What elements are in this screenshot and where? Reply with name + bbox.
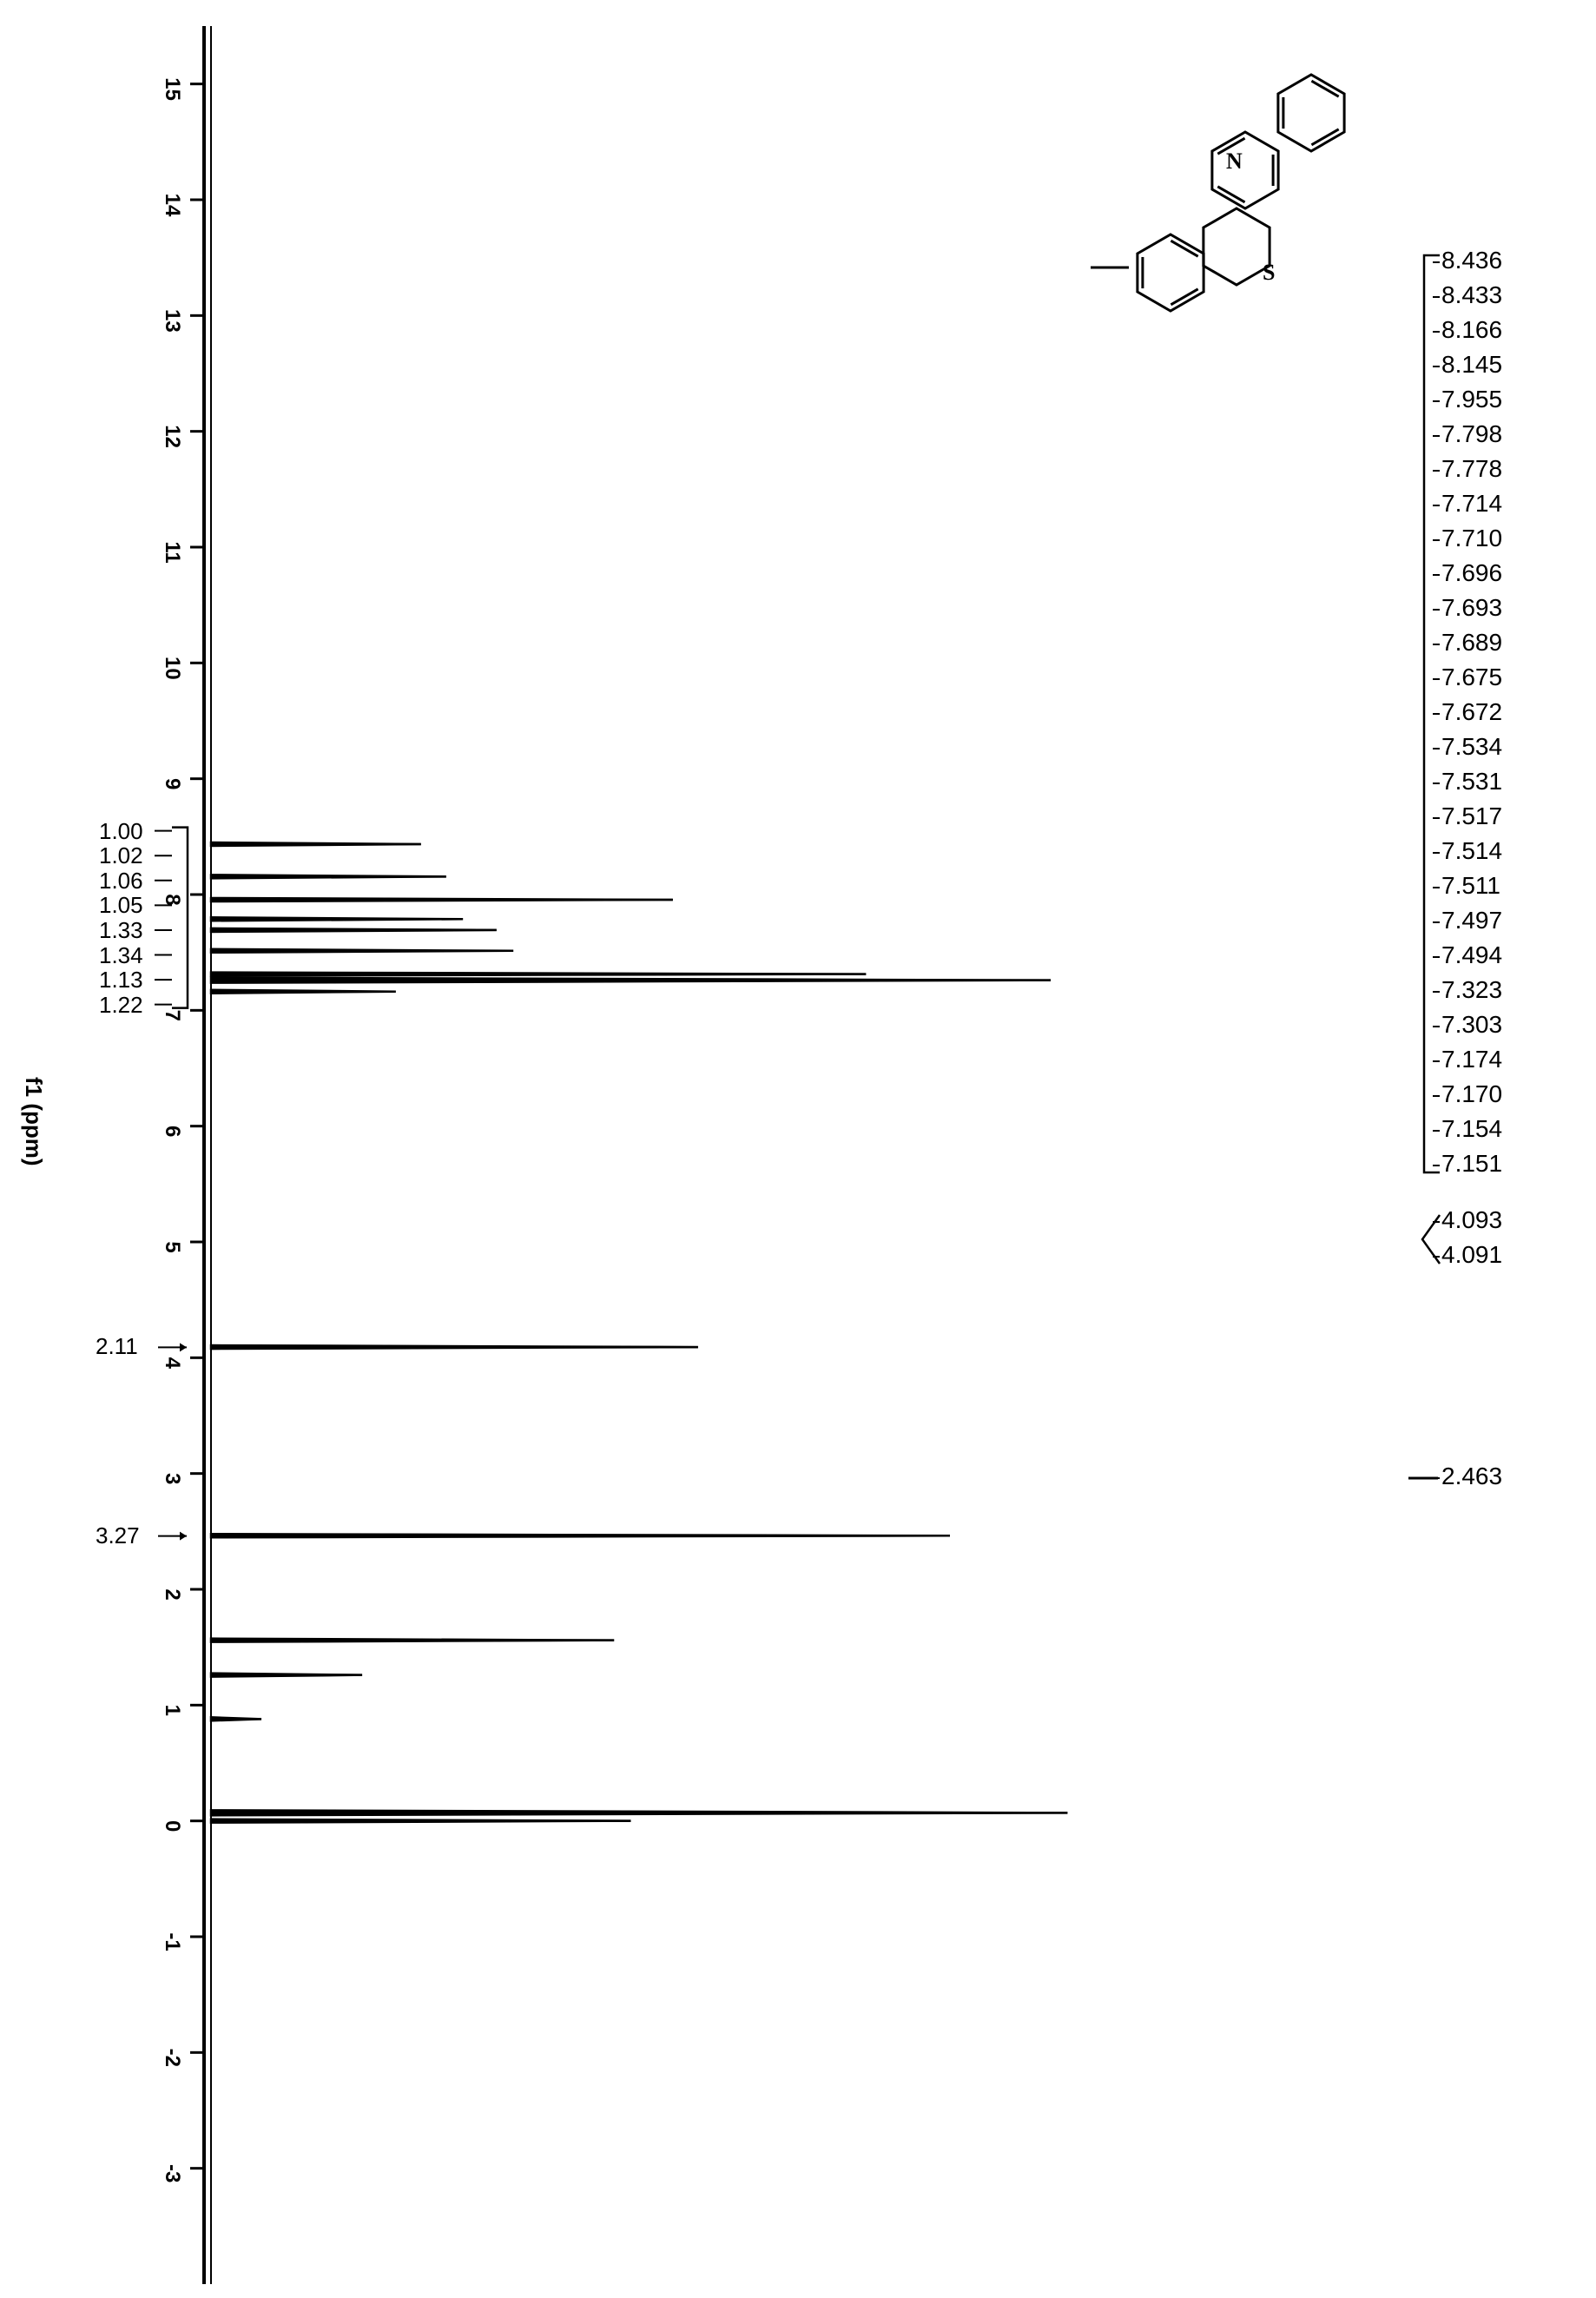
svg-text:13: 13 xyxy=(161,309,184,333)
molecule-structure: NS xyxy=(1091,75,1344,311)
svg-text:5: 5 xyxy=(161,1241,184,1252)
peak-ppm-value: 7.955 xyxy=(1441,386,1502,413)
svg-text:-2: -2 xyxy=(161,2049,184,2067)
svg-text:3: 3 xyxy=(161,1473,184,1484)
integral-value: 1.05 xyxy=(99,892,143,919)
peak-ppm-value: 7.170 xyxy=(1441,1080,1502,1108)
integral-value: 1.06 xyxy=(99,868,143,895)
peak-ppm-value: 7.514 xyxy=(1441,837,1502,865)
peak-ppm-value: 8.166 xyxy=(1441,316,1502,344)
spectrum-canvas: 1514131211109876543210-1-2-3NS xyxy=(0,0,1596,2298)
svg-text:-3: -3 xyxy=(161,2164,184,2182)
integral-value: 1.13 xyxy=(99,967,143,994)
peak-ppm-value: 8.145 xyxy=(1441,351,1502,379)
svg-text:1: 1 xyxy=(161,1705,184,1716)
peak-ppm-value: 7.517 xyxy=(1441,802,1502,830)
svg-text:-1: -1 xyxy=(161,1932,184,1951)
peak-ppm-value: 7.672 xyxy=(1441,698,1502,726)
peak-ppm-value: 7.497 xyxy=(1441,907,1502,934)
integral-value: 1.33 xyxy=(99,917,143,944)
peak-ppm-value: 7.151 xyxy=(1441,1150,1502,1178)
svg-text:N: N xyxy=(1226,149,1243,174)
svg-text:6: 6 xyxy=(161,1126,184,1137)
integral-value: 1.34 xyxy=(99,942,143,969)
svg-text:8: 8 xyxy=(161,894,184,905)
peak-ppm-value: 4.093 xyxy=(1441,1206,1502,1234)
nmr-spectrum-page: f1 (ppm) 1514131211109876543210-1-2-3NS … xyxy=(0,0,1596,2298)
peak-ppm-value: 7.154 xyxy=(1441,1115,1502,1143)
svg-text:S: S xyxy=(1263,260,1275,285)
peak-ppm-value: 7.696 xyxy=(1441,559,1502,587)
svg-text:7: 7 xyxy=(161,1010,184,1021)
peak-ppm-value: 7.710 xyxy=(1441,525,1502,552)
peak-ppm-value: 7.494 xyxy=(1441,941,1502,969)
peak-ppm-value: 7.531 xyxy=(1441,768,1502,796)
peak-ppm-value: 7.323 xyxy=(1441,976,1502,1004)
svg-text:11: 11 xyxy=(161,541,184,563)
svg-text:9: 9 xyxy=(161,778,184,789)
integral-value: 1.22 xyxy=(99,992,143,1019)
peak-ppm-value: 7.303 xyxy=(1441,1011,1502,1039)
peak-ppm-value: 8.433 xyxy=(1441,281,1502,309)
peak-ppm-value: 7.693 xyxy=(1441,594,1502,622)
integral-value: 3.27 xyxy=(96,1522,140,1549)
svg-text:0: 0 xyxy=(161,1820,184,1832)
integral-value: 1.02 xyxy=(99,842,143,869)
peak-ppm-value: 7.714 xyxy=(1441,490,1502,518)
svg-text:4: 4 xyxy=(161,1357,184,1370)
peak-ppm-value: 2.463 xyxy=(1441,1463,1502,1490)
peak-ppm-value: 7.511 xyxy=(1441,872,1500,900)
integral-value: 2.11 xyxy=(96,1333,138,1360)
svg-text:14: 14 xyxy=(161,194,184,217)
peak-ppm-value: 7.534 xyxy=(1441,733,1502,761)
peak-ppm-value: 7.689 xyxy=(1441,629,1502,657)
peak-ppm-value: 7.778 xyxy=(1441,455,1502,483)
svg-text:15: 15 xyxy=(161,77,184,101)
peak-ppm-value: 7.174 xyxy=(1441,1046,1502,1073)
svg-text:12: 12 xyxy=(161,425,184,448)
integral-value: 1.00 xyxy=(99,818,143,845)
svg-text:10: 10 xyxy=(161,657,184,680)
peak-ppm-value: 4.091 xyxy=(1441,1241,1502,1269)
peak-ppm-value: 7.798 xyxy=(1441,420,1502,448)
peak-ppm-value: 7.675 xyxy=(1441,664,1502,691)
peak-ppm-value: 8.436 xyxy=(1441,247,1502,274)
svg-text:2: 2 xyxy=(161,1588,184,1600)
